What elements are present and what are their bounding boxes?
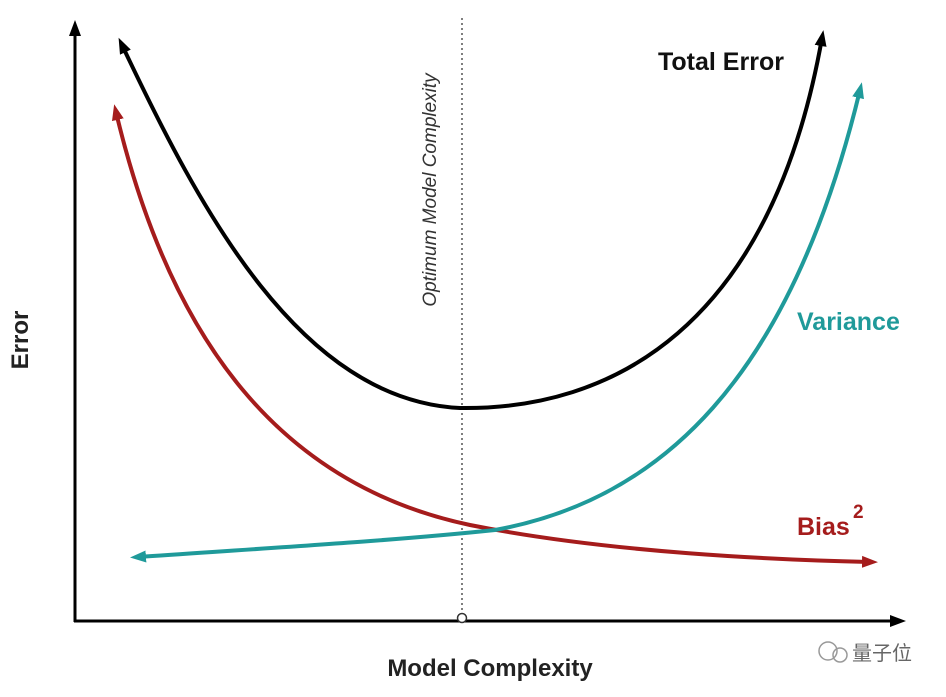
- optimum-point: [456, 612, 468, 624]
- bias-label: Bias: [797, 513, 850, 541]
- variance-curve: [130, 82, 864, 563]
- watermark: 量子位: [852, 642, 912, 665]
- optimum-label: Optimum Model Complexity: [420, 72, 441, 307]
- bias-curve: [112, 104, 878, 568]
- x-axis-label: Model Complexity: [387, 655, 593, 682]
- watermark-icon: [818, 641, 848, 663]
- total-error-curve: [118, 30, 827, 411]
- variance-label: Variance: [797, 308, 900, 336]
- y-axis-label: Error: [7, 311, 34, 370]
- total-error-label: Total Error: [658, 48, 784, 76]
- bias-superscript: 2: [853, 502, 864, 523]
